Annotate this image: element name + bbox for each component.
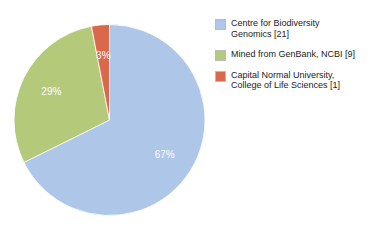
html-text:Mined from GenBank, NCBI [9]: Mined from GenBank, NCBI [9] [231,48,356,59]
svg-text:29%: 29% [41,86,61,97]
html-text:Centre for Biodiversity Genomi: Centre for Biodiversity Genomics [21] [231,18,320,39]
svg-text:67%: 67% [155,149,175,160]
svg-text:3%: 3% [96,50,111,61]
html-text:Capital Normal University, Col: Capital Normal University, College of Li… [231,69,341,91]
